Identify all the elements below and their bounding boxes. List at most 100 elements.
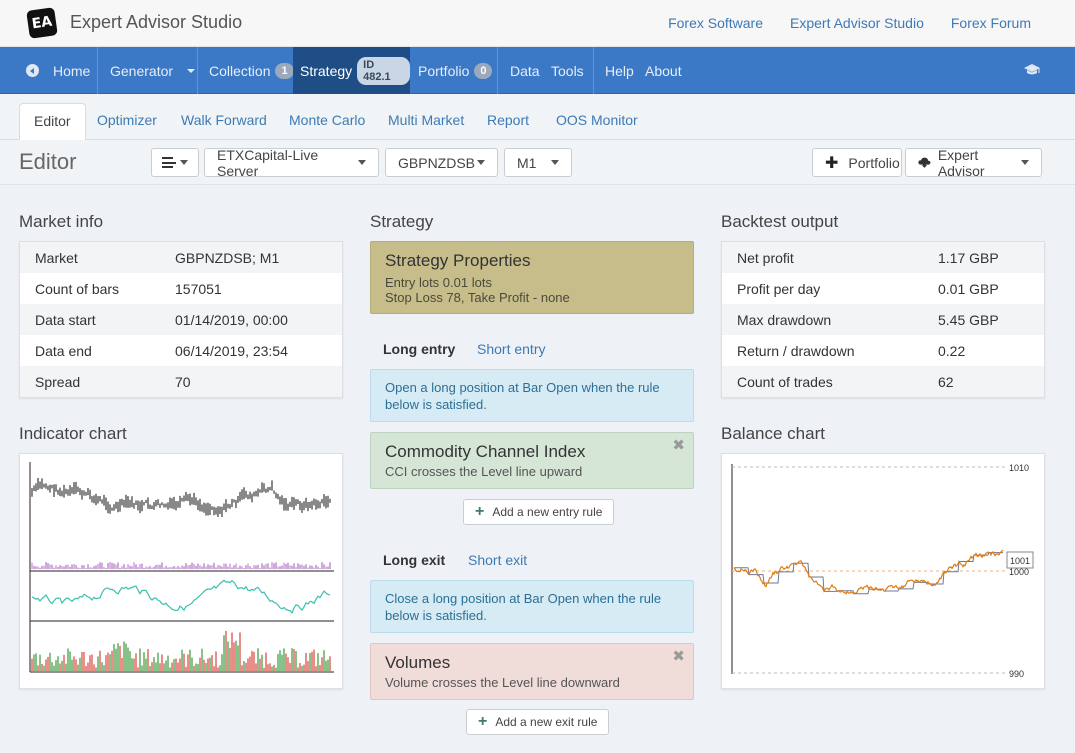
nav-strategy[interactable]: Strategy ID 482.1: [293, 47, 410, 94]
close-icon[interactable]: ✖: [672, 648, 685, 665]
row-key: Net profit: [737, 249, 794, 266]
strategy-id-badge: ID 482.1: [357, 56, 410, 85]
row-value: 01/14/2019, 00:00: [175, 311, 288, 328]
price-candles: [31, 478, 331, 518]
indicator-chart-heading: Indicator chart: [19, 424, 127, 443]
tab-monte-carlo[interactable]: Monte Carlo: [289, 112, 366, 128]
top-links: Forex Software Expert Advisor Studio For…: [668, 15, 1031, 31]
strategy-properties-panel[interactable]: Strategy Properties Entry lots 0.01 lots…: [370, 241, 694, 314]
table-row: Spread 70: [20, 366, 342, 397]
entry-rule-panel[interactable]: Commodity Channel Index CCI crosses the …: [370, 432, 694, 489]
plus-icon: +: [475, 503, 485, 520]
nav-divider: [593, 47, 594, 94]
collection-count-badge: 1: [275, 62, 294, 79]
chevron-down-icon: [180, 160, 188, 165]
tab-long-exit[interactable]: Long exit: [383, 552, 446, 568]
tab-walk-forward[interactable]: Walk Forward: [181, 112, 267, 128]
entry-rule-title: Commodity Channel Index: [385, 442, 586, 461]
menu-button[interactable]: [151, 148, 199, 177]
add-to-portfolio-button[interactable]: ✚ Portfolio: [812, 148, 902, 177]
back-arrow-icon: [26, 64, 39, 77]
row-value: 62: [938, 373, 954, 390]
nav-collection-label: Collection: [209, 62, 271, 79]
row-value: 70: [175, 373, 191, 390]
row-value: 1.17 GBP: [938, 249, 999, 266]
chevron-down-icon: [477, 160, 485, 165]
balance-chart-canvas: 1010 1000 990 1001: [731, 463, 1034, 679]
add-exit-rule-label: Add a new exit rule: [495, 715, 598, 729]
cloud-download-icon: [918, 157, 931, 168]
tab-long-entry[interactable]: Long entry: [383, 341, 456, 357]
add-exit-rule-button[interactable]: + Add a new exit rule: [466, 709, 610, 735]
plus-icon: +: [478, 713, 488, 730]
y-tick-mid: 1000: [1009, 567, 1029, 577]
symbol-select[interactable]: GBPNZDSB: [385, 148, 498, 177]
nav-portfolio-label: Portfolio: [418, 62, 470, 79]
nav-data[interactable]: Data: [510, 62, 540, 79]
exit-rule-title: Volumes: [385, 653, 451, 672]
tab-report[interactable]: Report: [487, 112, 530, 128]
ea-button-label: Expert Advisor: [937, 146, 985, 179]
period-select[interactable]: M1: [504, 148, 572, 177]
nav-generator[interactable]: Generator: [110, 47, 196, 94]
properties-sl-tp: Stop Loss 78, Take Profit - none: [385, 290, 570, 305]
app-title[interactable]: Expert Advisor Studio: [70, 12, 243, 32]
expert-advisor-button[interactable]: Expert Advisor: [905, 146, 1042, 179]
balance-chart[interactable]: 1010 1000 990 1001: [721, 453, 1045, 689]
graduation-cap-icon[interactable]: [1024, 64, 1040, 76]
market-info-table: Market GBPNZDSB; M1 Count of bars 157051 D…: [19, 241, 343, 398]
portfolio-button-label: Portfolio: [848, 154, 900, 171]
properties-lots: Entry lots 0.01 lots: [385, 275, 492, 290]
chevron-down-icon: [551, 160, 559, 165]
table-row: Net profit 1.17 GBP: [722, 242, 1044, 273]
table-row: Data start 01/14/2019, 00:00: [20, 304, 342, 335]
y-tick-top: 1010: [1009, 463, 1029, 473]
add-entry-rule-label: Add a new entry rule: [492, 505, 603, 519]
link-expert-advisor-studio[interactable]: Expert Advisor Studio: [790, 15, 924, 31]
close-icon[interactable]: ✖: [672, 437, 685, 454]
tab-optimizer[interactable]: Optimizer: [97, 112, 157, 128]
indicator-chart-canvas: [29, 462, 334, 673]
period-value: M1: [517, 154, 537, 171]
server-value: ETXCapital-Live Server: [217, 146, 319, 179]
row-key: Count of trades: [737, 373, 833, 390]
portfolio-count-badge: 0: [474, 62, 493, 79]
chevron-down-icon: [358, 160, 366, 165]
indicator-chart[interactable]: [19, 453, 343, 689]
table-row: Count of bars 157051: [20, 273, 342, 304]
link-forex-software[interactable]: Forex Software: [668, 15, 764, 31]
hamburger-icon: [162, 157, 176, 168]
exit-rule-text: Volume crosses the Level line downward: [385, 675, 620, 690]
server-select[interactable]: ETXCapital-Live Server: [204, 146, 379, 179]
tab-editor[interactable]: Editor: [19, 103, 86, 141]
add-entry-rule-button[interactable]: + Add a new entry rule: [463, 499, 615, 525]
tab-oos-monitor[interactable]: OOS Monitor: [556, 112, 638, 128]
row-key: Max drawdown: [737, 311, 832, 328]
nav-about[interactable]: About: [645, 62, 682, 79]
nav-portfolio[interactable]: Portfolio 0: [418, 47, 493, 94]
ea-logo-icon[interactable]: EA: [26, 7, 58, 39]
tab-short-entry[interactable]: Short entry: [477, 341, 546, 357]
exit-rule-panel[interactable]: Volumes Volume crosses the Level line do…: [370, 643, 694, 700]
symbol-value: GBPNZDSB: [398, 154, 476, 171]
volume-strip: [31, 562, 331, 569]
plus-icon: ✚: [825, 154, 839, 172]
balance-line: [733, 549, 1004, 595]
nav-help[interactable]: Help: [605, 62, 634, 79]
tab-multi-market[interactable]: Multi Market: [388, 112, 465, 128]
nav-collection[interactable]: Collection 1: [209, 47, 294, 94]
row-key: Count of bars: [35, 280, 120, 297]
row-key: Spread: [35, 373, 81, 390]
nav-divider: [497, 47, 498, 94]
cci-line: [31, 579, 331, 614]
row-key: Data start: [35, 311, 96, 328]
table-row: Market GBPNZDSB; M1: [20, 242, 342, 273]
row-value: GBPNZDSB; M1: [175, 249, 280, 266]
page-title: Editor: [19, 149, 77, 174]
tab-short-exit[interactable]: Short exit: [468, 552, 528, 568]
strategy-heading: Strategy: [370, 212, 434, 231]
nav-home[interactable]: Home: [26, 47, 90, 94]
nav-tools[interactable]: Tools: [551, 62, 584, 79]
table-row: Return / drawdown 0.22: [722, 335, 1044, 366]
link-forex-forum[interactable]: Forex Forum: [950, 15, 1031, 31]
